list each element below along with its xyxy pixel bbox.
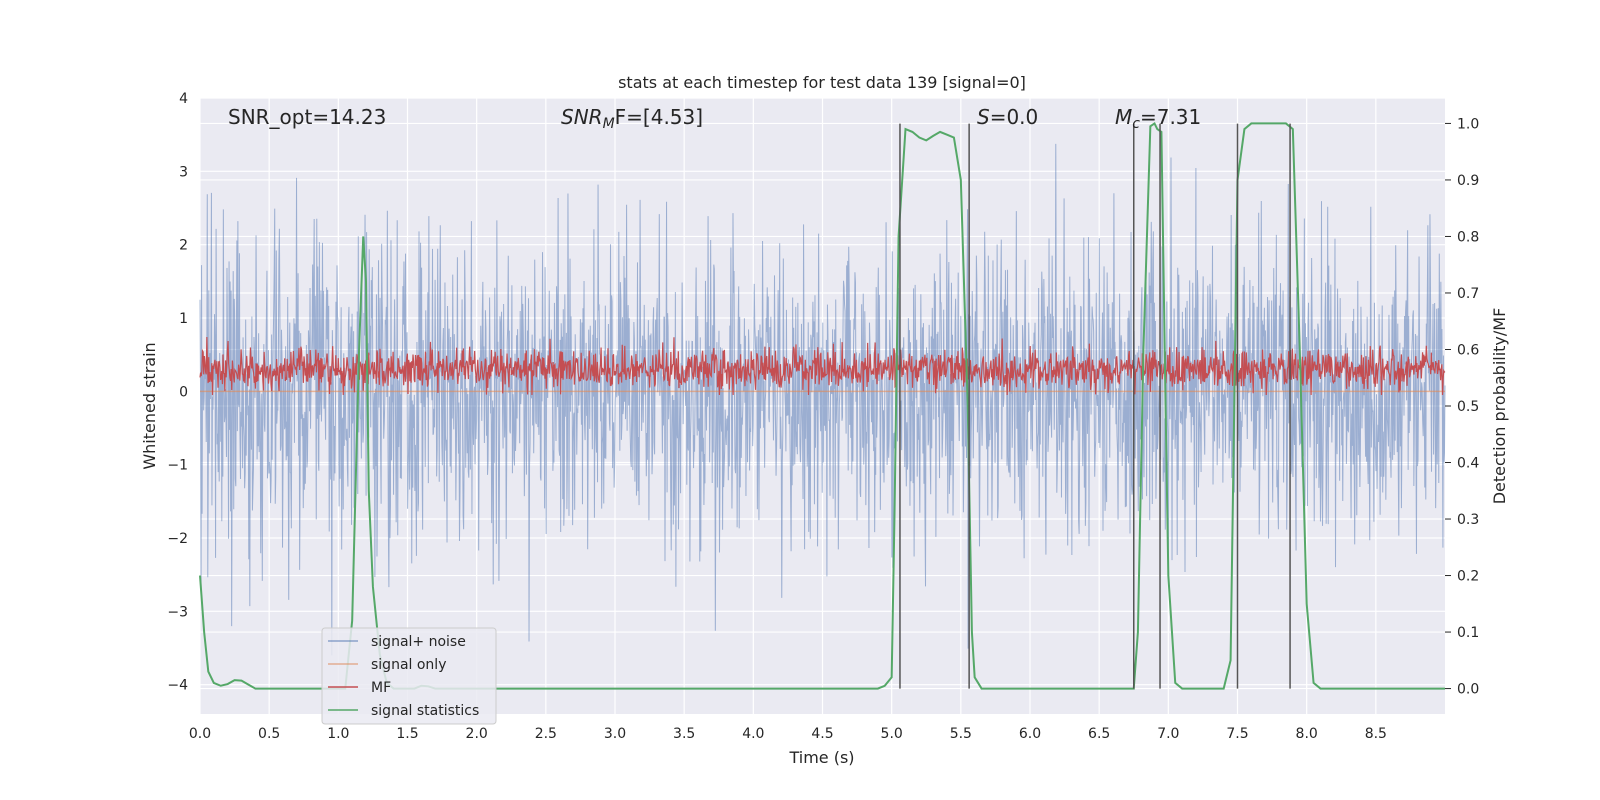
y2-axis-label: Detection probability/MF: [1490, 308, 1509, 505]
x-tick-label: 5.0: [881, 726, 903, 742]
x-tick-label: 7.0: [1157, 726, 1179, 742]
y-tick-label: 1: [179, 311, 188, 327]
annotation-mc-sub: c: [1132, 116, 1140, 132]
y2-tick-label: 0.1: [1457, 625, 1479, 641]
annotation-snr-mf-sub: M: [603, 116, 615, 132]
x-tick-label: 4.5: [811, 726, 833, 742]
annotation-s: S=0.0: [977, 105, 1038, 129]
x-tick-label: 3.0: [604, 726, 626, 742]
x-tick-label: 1.0: [327, 726, 349, 742]
annotation-snr-mf-rest: F=[4.53]: [615, 105, 703, 129]
y2-tick-label: 0.3: [1457, 512, 1479, 528]
y2-tick-label: 1.0: [1457, 116, 1479, 132]
x-tick-label: 7.5: [1226, 726, 1248, 742]
x-tick-label: 6.0: [1019, 726, 1041, 742]
legend-label-mf: MF: [371, 680, 391, 696]
x-tick-label: 0.0: [189, 726, 211, 742]
y-tick-label: −2: [167, 531, 188, 547]
legend-label-signal-noise: signal+ noise: [371, 634, 466, 650]
y-tick-labels: −4 −3 −2 −1 0 1 2 3 4: [167, 91, 188, 694]
annotation-mc-rest: =7.31: [1140, 105, 1201, 129]
y2-tick-label: 0.8: [1457, 229, 1479, 245]
annotation-s-rest: =0.0: [990, 105, 1039, 129]
x-tick-label: 0.5: [258, 726, 280, 742]
y2-tick-label: 0.7: [1457, 286, 1479, 302]
x-tick-label: 8.5: [1365, 726, 1387, 742]
x-tick-label: 2.5: [535, 726, 557, 742]
y2-tick-label: 0.4: [1457, 456, 1479, 472]
y-tick-label: 3: [179, 164, 188, 180]
legend-label-signal-statistics: signal statistics: [371, 703, 479, 719]
annotation-s-italic: S: [977, 105, 990, 129]
annotation-snr-opt: SNR_opt=14.23: [228, 105, 386, 129]
x-tick-label: 6.5: [1088, 726, 1110, 742]
chart-title: stats at each timestep for test data 139…: [618, 73, 1026, 92]
annotation-snr-mf-main: SNR: [561, 105, 603, 129]
x-tick-label: 3.5: [673, 726, 695, 742]
y-tick-label: −1: [167, 458, 188, 474]
y2-tick-label: 0.6: [1457, 342, 1479, 358]
y-tick-label: −3: [167, 604, 188, 620]
y2-tick-label: 0.9: [1457, 173, 1479, 189]
legend-box: [321, 627, 497, 725]
x-tick-label: 2.0: [466, 726, 488, 742]
y-tick-label: 0: [179, 384, 188, 400]
legend: signal+ noise signal only MF signal stat…: [321, 627, 497, 725]
y-axis-label: Whitened strain: [140, 342, 159, 469]
y-tick-label: −4: [167, 678, 188, 694]
annotation-mc-italic: M: [1115, 105, 1132, 129]
y2-tick-label: 0.5: [1457, 399, 1479, 415]
y-tick-label: 2: [179, 238, 188, 254]
annotation-snr-mf: SNRMF=[4.53]: [561, 105, 703, 132]
vertical-markers: [899, 123, 1291, 689]
x-axis-label: Time (s): [788, 748, 854, 767]
annotation-mc: Mc=7.31: [1115, 105, 1201, 132]
x-tick-label: 8.0: [1296, 726, 1318, 742]
y2-tick-label: 0.0: [1457, 682, 1479, 698]
legend-label-signal-only: signal only: [371, 657, 446, 673]
y2-tick-labels: 0.0 0.1 0.2 0.3 0.4 0.5 0.6 0.7 0.8 0.9 1.0: [1445, 116, 1479, 698]
y2-tick-label: 0.2: [1457, 569, 1479, 585]
x-tick-label: 4.0: [742, 726, 764, 742]
x-tick-label: 5.5: [950, 726, 972, 742]
x-tick-label: 1.5: [396, 726, 418, 742]
y-tick-label: 4: [179, 91, 188, 107]
x-tick-labels: 0.0 0.5 1.0 1.5 2.0 2.5 3.0 3.5 4.0 4.5 5.0 5.5 6.0 6…: [189, 726, 1387, 742]
